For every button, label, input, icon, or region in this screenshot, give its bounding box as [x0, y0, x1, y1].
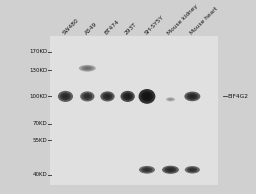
Ellipse shape	[187, 167, 198, 172]
Text: SW480: SW480	[62, 17, 80, 36]
Ellipse shape	[62, 94, 69, 99]
Ellipse shape	[138, 89, 155, 104]
Ellipse shape	[184, 92, 200, 101]
Ellipse shape	[84, 94, 90, 98]
Ellipse shape	[166, 97, 175, 101]
Ellipse shape	[121, 91, 135, 102]
Text: Mouse heart: Mouse heart	[189, 6, 218, 36]
Ellipse shape	[144, 168, 150, 171]
Ellipse shape	[165, 167, 176, 173]
Ellipse shape	[125, 94, 131, 99]
Ellipse shape	[139, 166, 155, 174]
Ellipse shape	[60, 93, 71, 100]
Ellipse shape	[169, 99, 172, 100]
Ellipse shape	[81, 66, 93, 71]
Ellipse shape	[189, 168, 195, 171]
Ellipse shape	[141, 167, 153, 172]
Text: A549: A549	[84, 21, 98, 36]
Ellipse shape	[144, 94, 150, 99]
Ellipse shape	[100, 91, 115, 101]
Text: 55KD: 55KD	[33, 138, 48, 143]
Ellipse shape	[80, 91, 94, 101]
Ellipse shape	[82, 93, 92, 100]
Ellipse shape	[185, 166, 200, 173]
Ellipse shape	[102, 93, 112, 100]
Text: BT474: BT474	[104, 19, 121, 36]
Bar	[50, 36, 218, 184]
Text: Mouse kidney: Mouse kidney	[167, 3, 199, 36]
Ellipse shape	[141, 91, 153, 102]
Ellipse shape	[167, 168, 174, 171]
Ellipse shape	[189, 94, 196, 98]
Ellipse shape	[187, 93, 198, 100]
Ellipse shape	[84, 67, 91, 70]
Ellipse shape	[58, 91, 73, 102]
Text: 170KD: 170KD	[29, 49, 48, 55]
Text: EIF4G2: EIF4G2	[227, 94, 248, 99]
Ellipse shape	[162, 166, 179, 174]
Text: 40KD: 40KD	[33, 172, 48, 178]
Ellipse shape	[123, 93, 133, 100]
Ellipse shape	[105, 94, 110, 98]
Text: 100KD: 100KD	[29, 94, 48, 99]
Text: 70KD: 70KD	[33, 121, 48, 126]
Ellipse shape	[167, 98, 174, 101]
Text: 293T: 293T	[124, 22, 138, 36]
Text: SH-SY5Y: SH-SY5Y	[143, 14, 165, 36]
Text: 130KD: 130KD	[29, 68, 48, 73]
Ellipse shape	[79, 65, 96, 72]
